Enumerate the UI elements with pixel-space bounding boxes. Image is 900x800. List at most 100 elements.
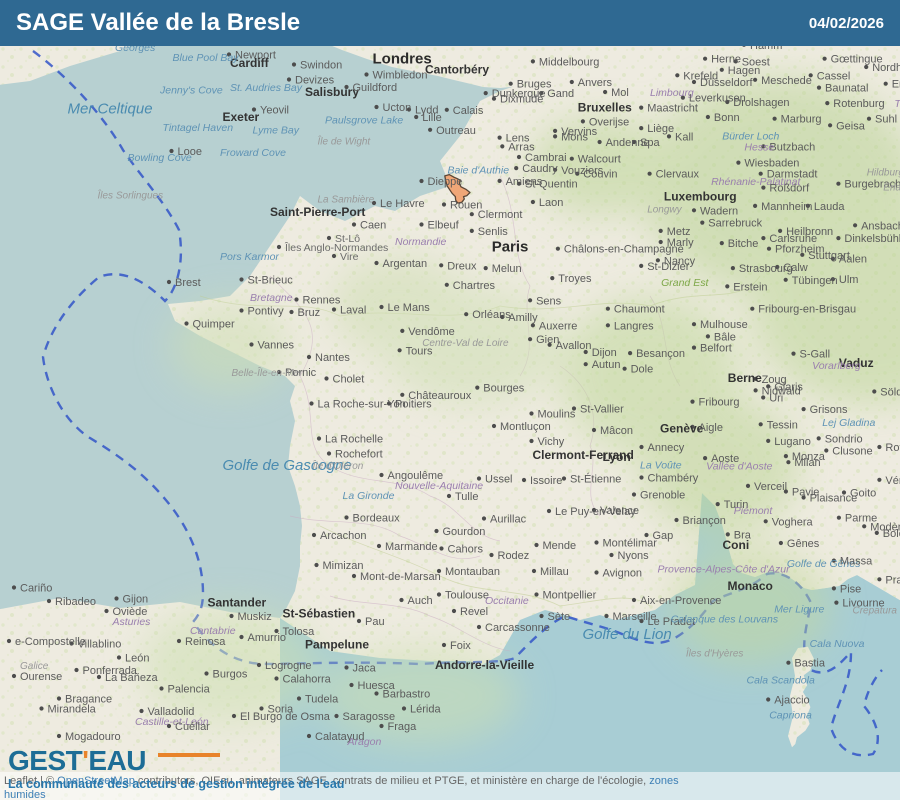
svg-text:St-Brieuc: St-Brieuc xyxy=(248,275,294,287)
svg-text:Ucton: Ucton xyxy=(383,102,412,114)
svg-text:Londres: Londres xyxy=(373,51,432,68)
svg-text:Autun: Autun xyxy=(592,359,621,371)
svg-text:Avignon: Avignon xyxy=(603,568,643,580)
svg-text:Belfort: Belfort xyxy=(700,343,732,355)
svg-text:Spa: Spa xyxy=(640,137,660,149)
svg-text:Mont-de-Marsan: Mont-de-Marsan xyxy=(360,571,441,583)
svg-text:Burgos: Burgos xyxy=(213,669,248,681)
svg-text:Besançon: Besançon xyxy=(636,348,685,360)
svg-text:Muskiz: Muskiz xyxy=(238,611,272,623)
svg-text:Tolosa: Tolosa xyxy=(283,626,316,638)
svg-text:Goito: Goito xyxy=(850,488,876,500)
svg-text:Erstein: Erstein xyxy=(733,281,767,293)
svg-text:Outreau: Outreau xyxy=(436,125,476,137)
svg-text:Ansbach: Ansbach xyxy=(861,220,900,232)
svg-text:La Rochelle: La Rochelle xyxy=(325,434,383,446)
svg-text:Calw: Calw xyxy=(783,262,808,274)
svg-text:Cuéllar: Cuéllar xyxy=(175,721,210,733)
svg-text:Vire: Vire xyxy=(340,251,359,263)
svg-text:Bruxelles: Bruxelles xyxy=(578,101,632,115)
svg-text:Pau: Pau xyxy=(365,616,385,628)
svg-text:Guildford: Guildford xyxy=(353,82,398,94)
svg-text:Elbeuf: Elbeuf xyxy=(428,220,460,232)
svg-text:Marmande: Marmande xyxy=(385,541,438,553)
svg-text:Gap: Gap xyxy=(653,530,674,542)
svg-text:Briançon: Briançon xyxy=(683,515,726,527)
svg-text:Bitche: Bitche xyxy=(728,238,759,250)
svg-text:Aigle: Aigle xyxy=(699,422,723,434)
svg-text:Mulhouse: Mulhouse xyxy=(700,319,748,331)
svg-text:Paulsgrove Lake: Paulsgrove Lake xyxy=(325,115,403,127)
svg-text:Geisa: Geisa xyxy=(836,120,866,132)
svg-text:Île de Wight: Île de Wight xyxy=(318,135,372,148)
svg-text:Erfurt: Erfurt xyxy=(892,79,900,91)
svg-text:Middelbourg: Middelbourg xyxy=(539,56,600,68)
svg-text:Santander: Santander xyxy=(208,596,267,610)
svg-text:Carcassonne: Carcassonne xyxy=(485,622,550,634)
svg-text:Mâcon: Mâcon xyxy=(600,425,633,437)
svg-text:Îles Anglo-Normandes: Îles Anglo-Normandes xyxy=(284,241,388,254)
svg-text:Arcachon: Arcachon xyxy=(320,530,366,542)
svg-text:Tulle: Tulle xyxy=(455,491,478,503)
svg-text:Erlangen: Erlangen xyxy=(883,182,900,193)
svg-text:Barbastro: Barbastro xyxy=(383,689,431,701)
svg-text:Yeovil: Yeovil xyxy=(260,105,289,117)
svg-text:Pors Karmor: Pors Karmor xyxy=(220,251,279,263)
svg-text:Berne: Berne xyxy=(728,371,762,385)
svg-text:Maastricht: Maastricht xyxy=(647,103,698,115)
svg-text:Bologne: Bologne xyxy=(883,528,900,540)
svg-text:La Bañeza: La Bañeza xyxy=(105,672,158,684)
svg-text:Lérida: Lérida xyxy=(410,704,441,716)
svg-text:Vérone: Vérone xyxy=(885,475,900,487)
svg-text:Cholet: Cholet xyxy=(333,374,365,386)
svg-text:Tessin: Tessin xyxy=(767,419,798,431)
svg-text:Jaca: Jaca xyxy=(353,663,377,675)
svg-text:Bruz: Bruz xyxy=(298,307,321,319)
svg-text:Montluçon: Montluçon xyxy=(500,421,551,433)
svg-text:Poitiers: Poitiers xyxy=(395,399,432,411)
svg-text:Longwy: Longwy xyxy=(647,205,682,216)
svg-text:Auxerre: Auxerre xyxy=(539,320,578,332)
svg-text:Kall: Kall xyxy=(675,131,693,143)
svg-text:St-Vallier: St-Vallier xyxy=(580,404,624,416)
svg-text:Bâle: Bâle xyxy=(714,331,736,343)
svg-text:Le Mans: Le Mans xyxy=(388,302,431,314)
svg-text:Langres: Langres xyxy=(614,320,654,332)
svg-text:León: León xyxy=(125,653,149,665)
svg-text:Voghera: Voghera xyxy=(772,516,814,528)
svg-text:Salisbury: Salisbury xyxy=(305,85,359,99)
svg-text:Dinkelsbühl: Dinkelsbühl xyxy=(844,233,900,245)
svg-text:S-Gall: S-Gall xyxy=(800,349,831,361)
svg-text:Occitanie: Occitanie xyxy=(485,595,529,607)
svg-text:Laval: Laval xyxy=(340,305,366,317)
svg-text:Millau: Millau xyxy=(540,566,569,578)
svg-text:Tudela: Tudela xyxy=(305,694,339,706)
svg-text:Montauban: Montauban xyxy=(445,566,500,578)
svg-text:Roveret: Roveret xyxy=(885,442,900,454)
svg-text:Vallée d'Aoste: Vallée d'Aoste xyxy=(706,461,773,473)
svg-text:Paris: Paris xyxy=(492,239,529,256)
svg-text:Cariño: Cariño xyxy=(20,583,52,595)
svg-text:Laon: Laon xyxy=(539,197,563,209)
svg-text:Fribourg-en-Brisgau: Fribourg-en-Brisgau xyxy=(758,304,856,316)
svg-text:Dreux: Dreux xyxy=(447,260,477,272)
svg-text:Gand: Gand xyxy=(547,88,574,100)
svg-text:Rotenburg: Rotenburg xyxy=(833,98,884,110)
svg-text:Bra: Bra xyxy=(734,529,752,541)
svg-text:Mende: Mende xyxy=(543,540,577,552)
svg-text:Darmstadt: Darmstadt xyxy=(767,169,818,181)
svg-text:Montpellier: Montpellier xyxy=(543,590,597,602)
svg-text:Pampelune: Pampelune xyxy=(305,638,369,652)
svg-text:Caudry: Caudry xyxy=(522,163,558,175)
svg-text:Hildburghausen: Hildburghausen xyxy=(867,167,900,178)
svg-text:Calais: Calais xyxy=(453,105,484,117)
svg-text:Saint-Pierre-Port: Saint-Pierre-Port xyxy=(270,205,365,219)
svg-text:Bastia: Bastia xyxy=(794,658,825,670)
svg-text:Roßdorf: Roßdorf xyxy=(769,183,810,195)
svg-text:Aalen: Aalen xyxy=(839,254,867,266)
svg-text:Chaumont: Chaumont xyxy=(614,304,665,316)
svg-text:Prato: Prato xyxy=(885,574,900,586)
svg-text:Vorarlberg: Vorarlberg xyxy=(812,360,861,372)
svg-text:Aurillac: Aurillac xyxy=(490,514,527,526)
svg-text:Troyes: Troyes xyxy=(558,273,592,285)
